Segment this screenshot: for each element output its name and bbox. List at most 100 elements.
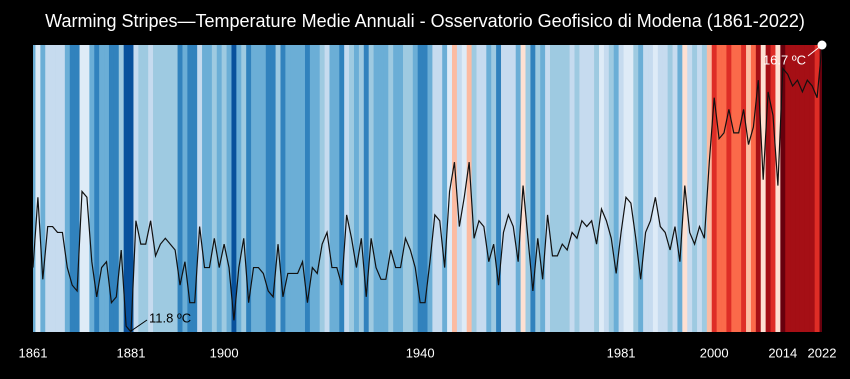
stripe — [564, 45, 571, 332]
stripe — [270, 45, 276, 332]
stripe — [726, 45, 732, 332]
stripe — [819, 45, 822, 332]
stripe — [589, 45, 595, 332]
stripe — [569, 45, 575, 332]
stripe — [667, 45, 673, 332]
stripe — [104, 45, 110, 332]
x-tick-label: 2022 — [808, 345, 837, 360]
stripe — [466, 45, 473, 332]
stripe — [608, 45, 615, 332]
stripe — [206, 45, 213, 332]
stripe — [785, 45, 791, 332]
x-tick-label: 2014 — [768, 345, 797, 360]
stripe — [358, 45, 365, 332]
stripe — [309, 45, 316, 332]
stripe — [711, 45, 718, 332]
annotation-leader — [130, 319, 148, 332]
stripe — [623, 45, 629, 332]
stripe — [373, 45, 379, 332]
stripe — [550, 45, 556, 332]
stripe — [182, 45, 188, 332]
temperature-line — [32, 44, 823, 334]
stripe — [192, 45, 198, 332]
stripe — [643, 45, 649, 332]
stripe — [755, 45, 762, 332]
stripe — [746, 45, 752, 332]
stripe — [461, 45, 468, 332]
stripe — [197, 45, 203, 332]
stripe — [535, 45, 541, 332]
stripe — [417, 45, 423, 332]
stripe — [378, 45, 384, 332]
stripe — [780, 45, 786, 332]
stripe — [241, 45, 247, 332]
stripe — [304, 45, 311, 332]
stripe — [216, 45, 223, 332]
stripe — [138, 45, 144, 332]
stripe — [486, 45, 492, 332]
stripe — [736, 45, 742, 332]
stripe — [628, 45, 634, 332]
stripe — [584, 45, 590, 332]
stripe — [285, 45, 291, 332]
x-tick-label: 1861 — [19, 345, 48, 360]
stripe — [481, 45, 487, 332]
stripe — [187, 45, 193, 332]
stripe — [290, 45, 296, 332]
stripe — [251, 45, 257, 332]
stripe — [510, 45, 517, 332]
stripe — [280, 45, 286, 332]
stripe — [657, 45, 664, 332]
stripe — [559, 45, 566, 332]
stripe — [809, 45, 816, 332]
stripe — [760, 45, 767, 332]
stripe — [525, 45, 531, 332]
stripe — [133, 45, 139, 332]
x-tick-label: 1881 — [117, 345, 146, 360]
stripe — [108, 45, 115, 332]
stripe — [172, 45, 178, 332]
stripe — [255, 45, 262, 332]
stripe — [177, 45, 183, 332]
stripe — [407, 45, 414, 332]
stripe — [530, 45, 536, 332]
stripe — [814, 45, 820, 332]
stripe — [697, 45, 703, 332]
stripe — [633, 45, 639, 332]
annotation: 11.8 ºC — [149, 310, 191, 325]
stripe — [319, 45, 325, 332]
stripe — [167, 45, 174, 332]
stripe — [226, 45, 232, 332]
stripe — [40, 45, 46, 332]
stripe — [246, 45, 252, 332]
stripe — [300, 45, 306, 332]
stripe — [765, 45, 771, 332]
stripe — [59, 45, 66, 332]
stripe — [422, 45, 428, 332]
x-tick-label: 2000 — [700, 345, 729, 360]
stripe — [613, 45, 620, 332]
stripe — [334, 45, 340, 332]
chart-title: Warming Stripes—Temperature Medie Annual… — [45, 11, 805, 31]
stripe — [687, 45, 693, 332]
stripe — [349, 45, 355, 332]
stripe — [383, 45, 389, 332]
stripe — [69, 45, 76, 332]
stripe — [476, 45, 482, 332]
stripe — [363, 45, 370, 332]
x-tick-label: 1900 — [210, 345, 239, 360]
stripe — [113, 45, 120, 332]
stripe — [260, 45, 267, 332]
stripe — [692, 45, 698, 332]
stripe — [603, 45, 610, 332]
stripe — [393, 45, 399, 332]
stripe — [231, 45, 237, 332]
stripe — [412, 45, 419, 332]
stripe — [706, 45, 713, 332]
x-tick-label: 1981 — [607, 345, 636, 360]
stripe — [55, 45, 61, 332]
stripe — [79, 45, 85, 332]
stripe — [452, 45, 458, 332]
stripe — [388, 45, 394, 332]
stripe — [427, 45, 433, 332]
